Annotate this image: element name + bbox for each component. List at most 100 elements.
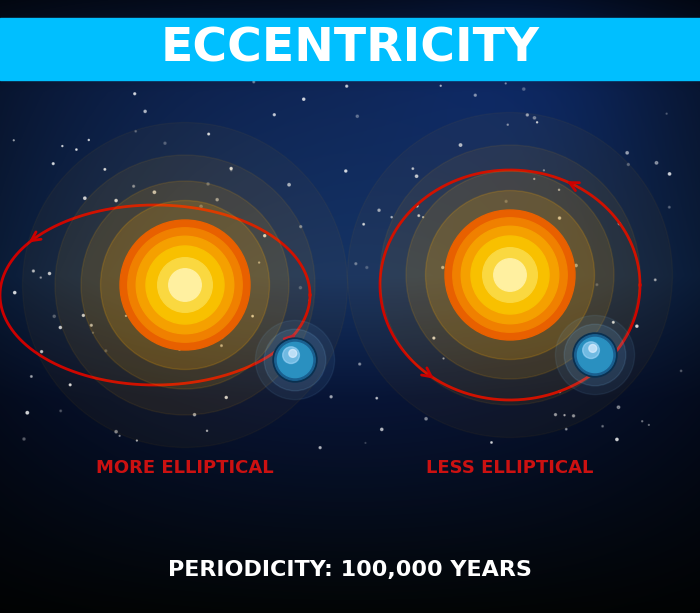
Point — [550, 409, 561, 419]
Point — [361, 262, 372, 272]
Point — [428, 333, 440, 343]
Point — [216, 341, 227, 351]
Point — [28, 266, 39, 276]
Circle shape — [120, 220, 250, 350]
Point — [386, 212, 398, 222]
Point — [36, 347, 47, 357]
Circle shape — [264, 329, 326, 391]
Point — [189, 409, 200, 419]
Point — [253, 257, 265, 267]
Point — [139, 107, 150, 116]
Point — [216, 333, 228, 343]
Point — [531, 118, 542, 128]
Point — [486, 438, 497, 447]
Point — [417, 212, 428, 222]
Point — [631, 321, 643, 331]
Point — [538, 166, 550, 175]
Point — [128, 181, 139, 191]
Point — [500, 78, 511, 88]
Circle shape — [575, 335, 615, 375]
Point — [225, 166, 237, 175]
Circle shape — [564, 324, 626, 386]
Point — [55, 322, 66, 332]
Point — [611, 435, 622, 444]
Point — [48, 159, 59, 169]
Point — [44, 268, 55, 278]
Point — [248, 77, 260, 87]
Point — [435, 81, 447, 91]
Point — [559, 410, 570, 420]
Point — [71, 145, 82, 154]
Point — [529, 113, 540, 123]
Point — [373, 205, 384, 215]
Point — [438, 354, 449, 364]
Point — [676, 366, 687, 376]
Circle shape — [273, 338, 317, 382]
Point — [351, 112, 363, 121]
Point — [608, 318, 619, 327]
Point — [9, 287, 20, 297]
Circle shape — [277, 343, 313, 378]
Circle shape — [380, 145, 640, 405]
Point — [613, 402, 624, 412]
Circle shape — [589, 345, 597, 352]
Circle shape — [426, 191, 594, 359]
Point — [518, 84, 529, 94]
Point — [211, 195, 223, 205]
Point — [304, 295, 315, 305]
Point — [211, 302, 223, 312]
Bar — [0, 18, 700, 80]
Point — [48, 311, 60, 321]
Point — [664, 202, 675, 212]
Point — [120, 311, 132, 321]
Point — [111, 196, 122, 205]
Point — [500, 197, 512, 207]
Text: PERIODICITY: 100,000 YEARS: PERIODICITY: 100,000 YEARS — [168, 560, 532, 580]
Point — [554, 185, 565, 195]
Point — [138, 282, 149, 292]
Circle shape — [582, 342, 599, 359]
Point — [26, 371, 37, 381]
Circle shape — [158, 257, 212, 312]
Circle shape — [55, 155, 315, 415]
Point — [455, 140, 466, 150]
Point — [636, 416, 648, 426]
Point — [350, 259, 361, 268]
Point — [181, 316, 192, 326]
Point — [35, 273, 46, 283]
Point — [83, 135, 94, 145]
Circle shape — [146, 246, 224, 324]
Point — [651, 158, 662, 168]
Point — [570, 261, 582, 270]
Point — [358, 219, 369, 229]
Point — [129, 89, 140, 99]
Point — [594, 337, 605, 347]
Point — [411, 171, 422, 181]
Point — [592, 280, 603, 289]
Point — [225, 164, 237, 173]
Point — [376, 424, 387, 434]
Point — [295, 283, 306, 292]
Point — [18, 434, 29, 444]
Point — [371, 394, 382, 403]
Point — [528, 174, 540, 184]
Point — [130, 126, 141, 136]
Circle shape — [445, 210, 575, 340]
Point — [284, 180, 295, 189]
Circle shape — [169, 268, 202, 301]
Point — [160, 139, 171, 148]
Point — [174, 345, 185, 354]
Point — [502, 120, 513, 129]
Point — [203, 129, 214, 139]
Circle shape — [136, 236, 234, 333]
Point — [407, 164, 419, 173]
Point — [195, 202, 206, 211]
Point — [202, 179, 214, 189]
Point — [614, 219, 625, 229]
Circle shape — [101, 200, 270, 370]
Point — [340, 166, 351, 176]
Circle shape — [461, 226, 559, 324]
Point — [341, 82, 352, 91]
Point — [589, 335, 601, 345]
Circle shape — [483, 248, 538, 302]
